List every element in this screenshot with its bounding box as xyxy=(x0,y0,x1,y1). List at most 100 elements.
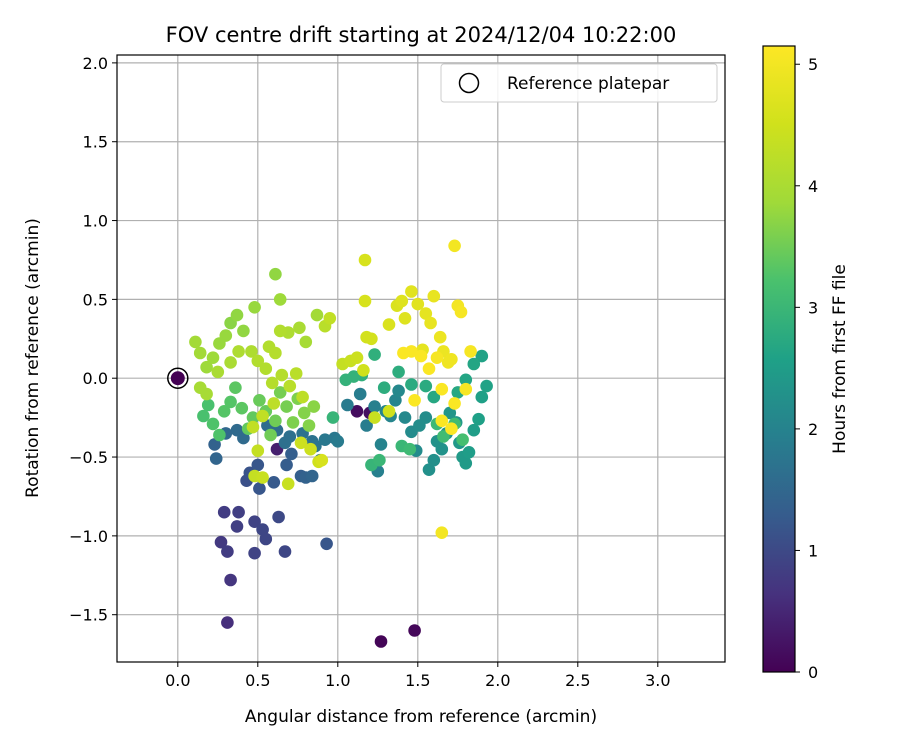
data-point xyxy=(248,515,261,528)
data-point xyxy=(217,405,231,418)
data-point xyxy=(422,463,436,477)
data-point xyxy=(464,345,477,358)
data-point xyxy=(224,573,237,587)
data-point xyxy=(273,324,287,338)
legend-entry-reference: Reference platepar xyxy=(507,74,669,94)
colorbar-tick-label: 2 xyxy=(808,420,818,439)
data-point xyxy=(350,351,364,365)
data-point xyxy=(419,411,433,424)
data-point xyxy=(408,624,421,637)
colorbar-tick-label: 4 xyxy=(808,177,818,196)
data-point xyxy=(267,397,281,410)
data-point xyxy=(269,346,282,360)
data-point xyxy=(213,337,226,350)
data-point xyxy=(256,409,269,423)
data-point xyxy=(224,395,237,409)
data-point xyxy=(358,294,372,308)
data-point xyxy=(269,267,282,281)
data-point xyxy=(341,398,354,412)
data-point xyxy=(217,505,231,519)
data-point xyxy=(267,476,281,489)
data-point xyxy=(245,345,258,358)
data-point xyxy=(251,354,265,368)
data-point xyxy=(373,453,386,467)
data-point xyxy=(259,362,273,376)
data-point xyxy=(265,376,279,390)
data-point xyxy=(350,405,364,418)
data-point xyxy=(437,430,450,443)
data-point xyxy=(232,345,245,358)
data-point xyxy=(272,510,285,524)
data-point xyxy=(427,453,441,467)
data-point xyxy=(320,537,333,551)
data-point xyxy=(392,365,405,379)
data-point xyxy=(405,285,418,298)
legend-box xyxy=(440,63,718,103)
data-point xyxy=(448,397,461,410)
x-tick-label: 0.5 xyxy=(245,671,270,690)
y-tick-label: 0.0 xyxy=(83,369,108,388)
colorbar-frame xyxy=(762,45,796,673)
data-point xyxy=(475,390,489,404)
data-point xyxy=(246,411,260,424)
data-point xyxy=(315,453,329,467)
data-point xyxy=(389,394,402,407)
data-point xyxy=(424,316,437,330)
data-point xyxy=(310,308,324,322)
data-point xyxy=(435,414,449,428)
data-point xyxy=(443,406,457,420)
data-point xyxy=(253,394,266,407)
colorbar: 0 1 2 3 4 5 Hours from first FF file xyxy=(762,45,850,682)
data-point xyxy=(307,400,321,413)
data-point xyxy=(360,419,373,432)
data-point xyxy=(206,417,220,431)
data-point xyxy=(374,438,388,451)
x-tick-label: 0.0 xyxy=(165,671,190,690)
data-point xyxy=(339,373,353,387)
data-point xyxy=(433,330,447,344)
data-point xyxy=(395,294,409,308)
data-point xyxy=(278,545,292,558)
data-point xyxy=(419,307,433,320)
y-axis-label: Rotation from reference (arcmin) xyxy=(23,218,43,498)
data-point xyxy=(353,387,367,401)
data-point xyxy=(269,414,282,428)
data-point xyxy=(221,616,234,629)
data-point xyxy=(398,411,412,424)
data-point xyxy=(209,452,223,465)
y-tick-label: 1.5 xyxy=(83,133,108,152)
data-point xyxy=(189,335,202,349)
y-axis-ticks: −1.5 −1.0 −0.5 0.0 0.5 1.0 1.5 2.0 xyxy=(69,54,117,625)
data-point xyxy=(411,297,425,311)
data-point xyxy=(419,379,433,393)
data-point xyxy=(206,351,220,365)
data-point xyxy=(286,416,300,429)
reference-point-ring xyxy=(167,367,189,389)
data-point xyxy=(392,384,405,398)
x-axis-ticks: 0.0 0.5 1.0 1.5 2.0 2.5 3.0 xyxy=(165,662,671,690)
data-point xyxy=(213,428,226,442)
x-tick-label: 1.5 xyxy=(405,671,430,690)
data-point xyxy=(368,400,381,413)
data-point xyxy=(253,482,266,495)
data-point xyxy=(467,423,481,437)
data-point xyxy=(408,394,421,407)
data-point xyxy=(246,420,260,434)
data-point xyxy=(237,431,250,445)
legend: Reference platepar xyxy=(440,63,718,103)
data-point xyxy=(221,545,234,558)
x-tick-label: 3.0 xyxy=(645,671,670,690)
data-point xyxy=(422,362,436,376)
data-point xyxy=(280,400,293,413)
x-axis-label: Angular distance from reference (arcmin) xyxy=(245,707,597,727)
legend-reference-marker xyxy=(458,72,480,94)
data-point xyxy=(294,436,308,450)
chart-title: FOV centre drift starting at 2024/12/04 … xyxy=(166,23,677,47)
data-point xyxy=(197,409,210,423)
data-point xyxy=(456,433,469,447)
data-point xyxy=(264,428,277,442)
data-point xyxy=(200,360,213,374)
data-point xyxy=(398,312,412,325)
data-point xyxy=(275,368,289,382)
